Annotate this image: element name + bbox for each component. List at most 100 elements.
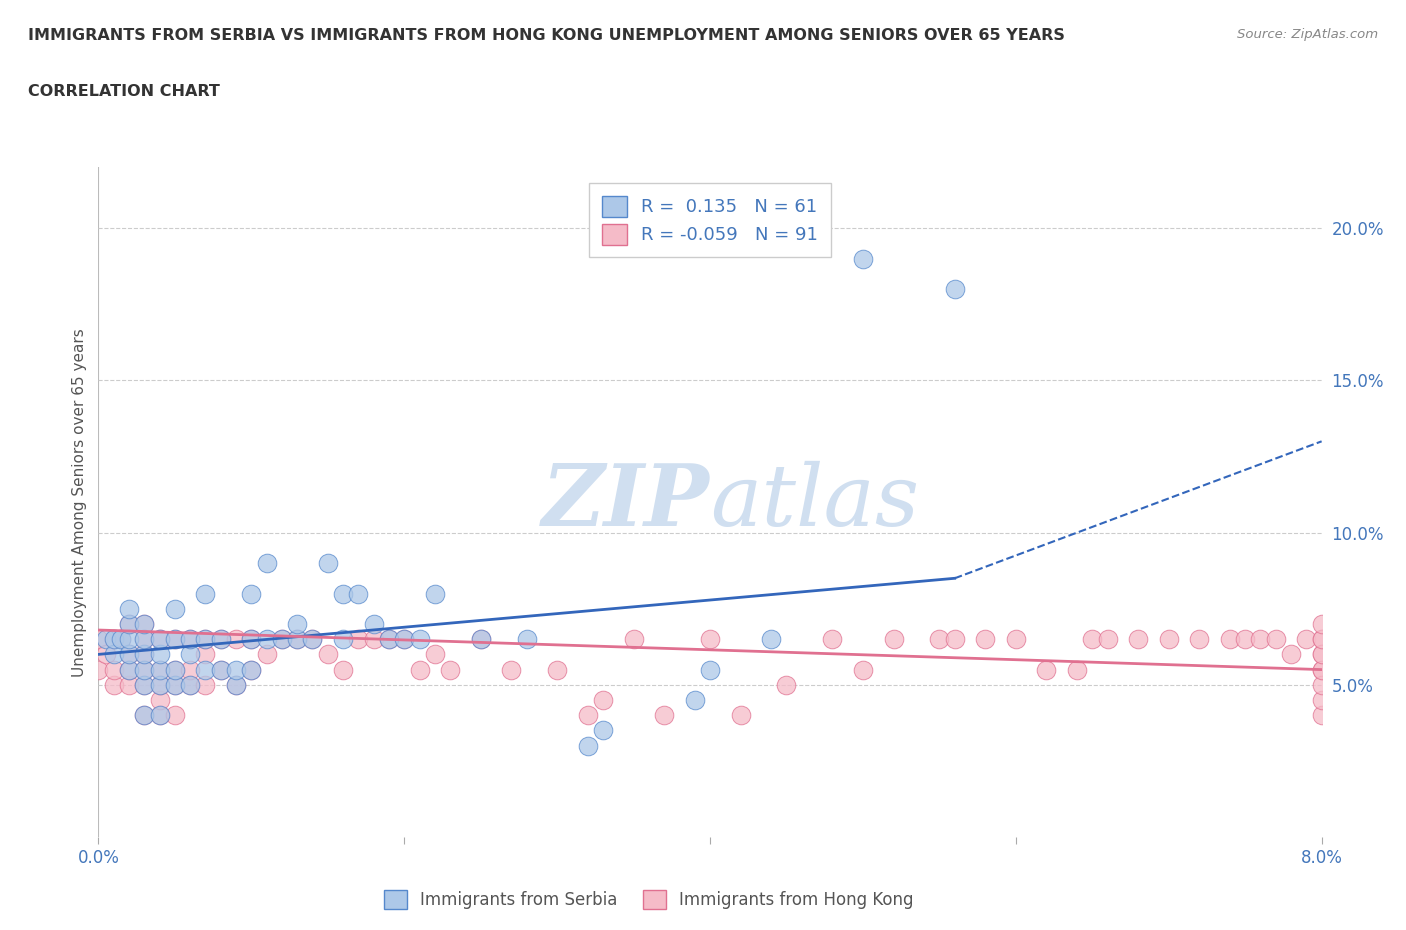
Point xyxy=(103,631,125,646)
Point xyxy=(209,662,232,677)
Point xyxy=(179,631,201,646)
Point xyxy=(347,586,370,601)
Point xyxy=(1310,647,1333,662)
Point xyxy=(240,631,263,646)
Point xyxy=(378,631,401,646)
Point xyxy=(378,631,401,646)
Point xyxy=(928,631,950,646)
Point xyxy=(285,631,308,646)
Point xyxy=(163,631,186,646)
Point xyxy=(179,662,201,677)
Point xyxy=(943,631,966,646)
Point xyxy=(179,677,201,692)
Point xyxy=(332,631,354,646)
Point xyxy=(134,662,156,677)
Point xyxy=(301,631,323,646)
Point xyxy=(332,662,354,677)
Point xyxy=(103,677,125,692)
Point xyxy=(1295,631,1317,646)
Point xyxy=(179,677,201,692)
Point xyxy=(163,631,186,646)
Point xyxy=(163,602,186,617)
Point xyxy=(209,631,232,646)
Point xyxy=(149,708,172,723)
Point xyxy=(134,631,156,646)
Point xyxy=(652,708,675,723)
Point xyxy=(134,617,156,631)
Point xyxy=(240,631,263,646)
Point xyxy=(1157,631,1180,646)
Point xyxy=(1066,662,1088,677)
Point xyxy=(118,617,141,631)
Point xyxy=(974,631,997,646)
Point xyxy=(623,631,645,646)
Point xyxy=(179,647,201,662)
Point xyxy=(194,631,217,646)
Point xyxy=(943,282,966,297)
Point xyxy=(225,677,247,692)
Point xyxy=(209,631,232,646)
Point xyxy=(363,631,385,646)
Point xyxy=(759,631,782,646)
Point xyxy=(408,662,430,677)
Point xyxy=(209,662,232,677)
Point xyxy=(194,647,217,662)
Point xyxy=(118,662,141,677)
Point xyxy=(1310,662,1333,677)
Point xyxy=(285,631,308,646)
Point xyxy=(699,662,721,677)
Point xyxy=(225,631,247,646)
Point xyxy=(1249,631,1271,646)
Point xyxy=(149,677,172,692)
Point xyxy=(134,631,156,646)
Legend: Immigrants from Serbia, Immigrants from Hong Kong: Immigrants from Serbia, Immigrants from … xyxy=(377,884,921,916)
Point xyxy=(316,647,339,662)
Point xyxy=(363,617,385,631)
Point xyxy=(270,631,294,646)
Point xyxy=(194,662,217,677)
Point xyxy=(301,631,323,646)
Point xyxy=(87,662,110,677)
Point xyxy=(194,586,217,601)
Point xyxy=(1310,677,1333,692)
Point xyxy=(194,631,217,646)
Point xyxy=(592,723,614,737)
Point xyxy=(149,693,172,708)
Point xyxy=(1097,631,1119,646)
Point xyxy=(149,647,172,662)
Point xyxy=(225,677,247,692)
Point xyxy=(1128,631,1150,646)
Point xyxy=(134,647,156,662)
Point xyxy=(134,677,156,692)
Point xyxy=(392,631,416,646)
Point xyxy=(149,662,172,677)
Point xyxy=(103,647,125,662)
Point xyxy=(149,708,172,723)
Point xyxy=(149,662,172,677)
Point xyxy=(134,617,156,631)
Point xyxy=(240,586,263,601)
Point xyxy=(1234,631,1257,646)
Point xyxy=(240,662,263,677)
Point xyxy=(134,677,156,692)
Y-axis label: Unemployment Among Seniors over 65 years: Unemployment Among Seniors over 65 years xyxy=(72,328,87,677)
Point xyxy=(163,662,186,677)
Point xyxy=(470,631,492,646)
Text: atlas: atlas xyxy=(710,461,920,543)
Point xyxy=(163,662,186,677)
Point xyxy=(821,631,844,646)
Point xyxy=(332,586,354,601)
Point xyxy=(118,602,141,617)
Text: ZIP: ZIP xyxy=(543,460,710,544)
Point xyxy=(1310,617,1333,631)
Point xyxy=(316,555,339,570)
Point xyxy=(179,631,201,646)
Point xyxy=(94,631,117,646)
Point xyxy=(87,631,110,646)
Point xyxy=(270,631,294,646)
Point xyxy=(149,631,172,646)
Point xyxy=(118,647,141,662)
Point xyxy=(103,631,125,646)
Point xyxy=(134,647,156,662)
Text: CORRELATION CHART: CORRELATION CHART xyxy=(28,84,219,99)
